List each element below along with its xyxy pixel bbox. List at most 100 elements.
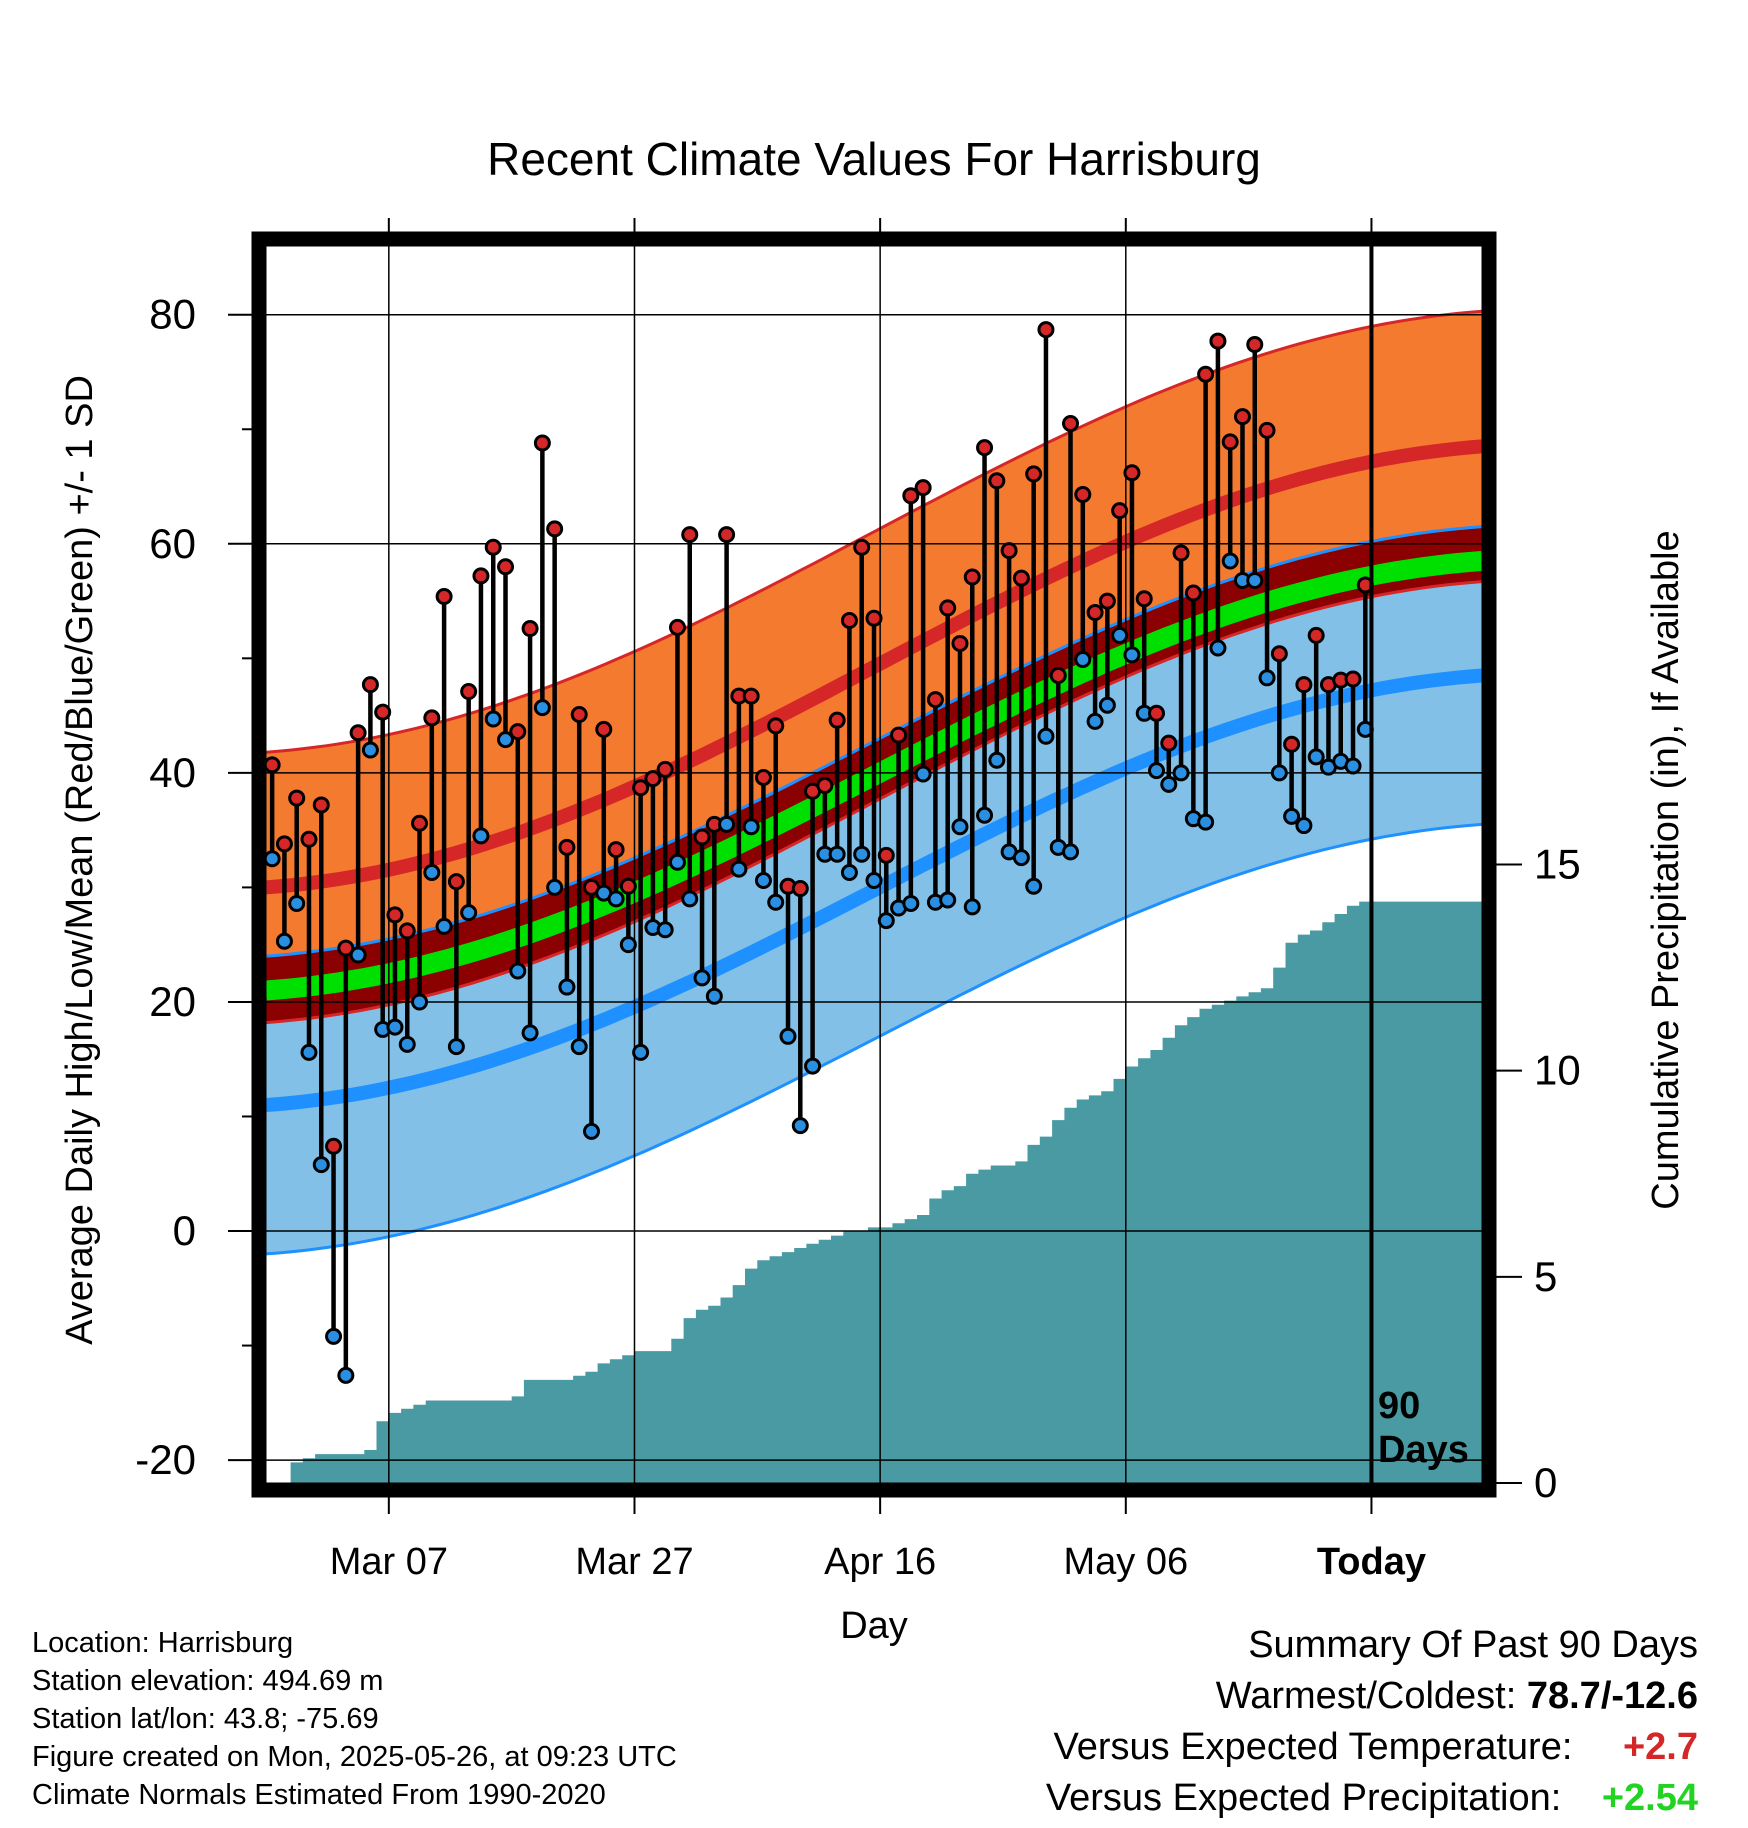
today-label-line1: 90	[1378, 1385, 1420, 1427]
daily-high-point-30	[632, 779, 650, 797]
daily-low-point-80	[1246, 571, 1264, 589]
daily-low-point-88	[1344, 757, 1362, 775]
daily-high-point-83	[1283, 735, 1301, 753]
y-right-tick-label-1: 5	[1534, 1253, 1557, 1300]
daily-high-point-73	[1160, 734, 1178, 752]
summary-precip: Versus Expected Precipitation: +2.54	[1046, 1773, 1698, 1824]
daily-low-point-70	[1123, 646, 1141, 664]
daily-low-point-4	[312, 1156, 330, 1174]
daily-high-point-72	[1148, 704, 1166, 722]
daily-high-point-70	[1123, 464, 1141, 482]
y-left-tick-label-1: 0	[173, 1207, 196, 1254]
daily-low-point-21	[521, 1024, 539, 1042]
created-text: Figure created on Mon, 2025-05-26, at 09…	[32, 1741, 677, 1773]
daily-high-point-32	[656, 760, 674, 778]
daily-low-point-85	[1307, 748, 1325, 766]
daily-high-point-62	[1025, 465, 1043, 483]
daily-low-point-8	[361, 741, 379, 759]
daily-high-point-14	[435, 587, 453, 605]
summary-header: Summary Of Past 90 Days	[1248, 1624, 1698, 1666]
daily-high-point-85	[1307, 626, 1325, 644]
daily-low-point-29	[619, 936, 637, 954]
precip-label: Versus Expected Precipitation:	[1045, 1777, 1562, 1819]
daily-high-point-50	[877, 846, 895, 864]
daily-high-point-12	[411, 814, 429, 832]
daily-low-point-52	[902, 894, 920, 912]
daily-low-point-19	[497, 731, 515, 749]
daily-low-point-16	[460, 904, 478, 922]
daily-high-point-79	[1233, 408, 1251, 426]
station-info: Location: Harrisburg Station elevation: …	[32, 1624, 677, 1814]
daily-high-point-4	[312, 796, 330, 814]
daily-low-point-22	[533, 699, 551, 717]
today-label-line2: Days	[1378, 1429, 1469, 1471]
daily-high-point-24	[558, 838, 576, 856]
daily-high-point-0	[266, 756, 281, 774]
normals-text: Climate Normals Estimated From 1990-2020	[32, 1779, 606, 1811]
daily-high-point-76	[1197, 365, 1215, 383]
daily-low-point-68	[1098, 696, 1116, 714]
daily-low-point-69	[1111, 626, 1129, 644]
x-tick-label-1: Mar 27	[575, 1541, 693, 1583]
daily-low-point-1	[275, 932, 293, 950]
daily-high-point-19	[497, 558, 515, 576]
daily-low-point-14	[435, 917, 453, 935]
y-right-tick-label-0: 0	[1534, 1459, 1557, 1506]
daily-high-point-18	[484, 538, 502, 556]
y-axis-label-right: Cumulative Precipitation (in), If Availa…	[1645, 530, 1687, 1209]
x-tick-label-0: Mar 07	[330, 1541, 448, 1583]
daily-low-point-48	[853, 845, 871, 863]
daily-high-point-29	[619, 877, 637, 895]
y-axis-label-left: Average Daily High/Low/Mean (Red/Blue/Gr…	[59, 375, 101, 1345]
daily-low-point-57	[963, 898, 981, 916]
daily-low-point-3	[300, 1043, 318, 1061]
y-left-tick-label-4: 60	[149, 520, 196, 567]
daily-low-point-66	[1074, 650, 1092, 668]
summary-panel: Summary Of Past 90 Days Warmest/Coldest:…	[1046, 1620, 1698, 1824]
daily-high-point-45	[816, 776, 834, 794]
daily-low-point-39	[742, 818, 760, 836]
elevation-text: Station elevation: 494.69 m	[32, 1665, 384, 1697]
daily-low-point-62	[1025, 877, 1043, 895]
daily-low-point-50	[877, 912, 895, 930]
daily-high-point-27	[595, 720, 613, 738]
temp-label: Versus Expected Temperature:	[1053, 1726, 1573, 1768]
daily-low-point-18	[484, 710, 502, 728]
x-tick-label-2: Apr 16	[824, 1541, 936, 1583]
daily-high-point-40	[754, 768, 772, 786]
daily-low-point-34	[681, 890, 699, 908]
daily-high-point-46	[828, 711, 846, 729]
daily-low-point-10	[386, 1018, 404, 1036]
daily-high-point-69	[1111, 502, 1129, 520]
daily-low-point-26	[582, 1122, 600, 1140]
daily-high-point-23	[546, 520, 564, 538]
daily-low-point-17	[472, 827, 490, 845]
latlon-text: Station lat/lon: 43.8; -75.69	[32, 1703, 379, 1735]
daily-high-point-77	[1209, 332, 1227, 350]
location-text: Location: Harrisburg	[32, 1627, 294, 1659]
daily-high-point-56	[951, 634, 969, 652]
daily-high-point-71	[1135, 590, 1153, 608]
daily-low-point-20	[509, 962, 527, 980]
summary-extremes: Warmest/Coldest: 78.7/-12.6	[1046, 1671, 1698, 1722]
daily-low-point-28	[607, 890, 625, 908]
daily-low-point-55	[939, 891, 957, 909]
daily-low-point-12	[411, 993, 429, 1011]
y-left-tick-label-2: 20	[149, 978, 196, 1025]
extremes-label: Warmest/Coldest:	[1215, 1675, 1517, 1717]
daily-low-point-38	[730, 860, 748, 878]
daily-low-point-5	[325, 1327, 343, 1345]
daily-high-point-82	[1270, 645, 1288, 663]
daily-low-point-2	[288, 894, 306, 912]
axes: -20 0 20 40 60 80 0 5 10 15 Mar 07 Mar 27 Apr 16 May …	[135, 218, 1581, 1583]
daily-low-point-7	[349, 946, 367, 964]
daily-low-point-42	[779, 1027, 797, 1045]
daily-low-point-77	[1209, 639, 1227, 657]
y-right-tick-label-2: 10	[1534, 1047, 1581, 1094]
daily-high-point-17	[472, 567, 490, 585]
daily-high-point-39	[742, 687, 760, 705]
daily-high-point-57	[963, 568, 981, 586]
daily-high-point-51	[890, 726, 908, 744]
daily-low-point-82	[1270, 764, 1288, 782]
daily-low-point-67	[1086, 712, 1104, 730]
